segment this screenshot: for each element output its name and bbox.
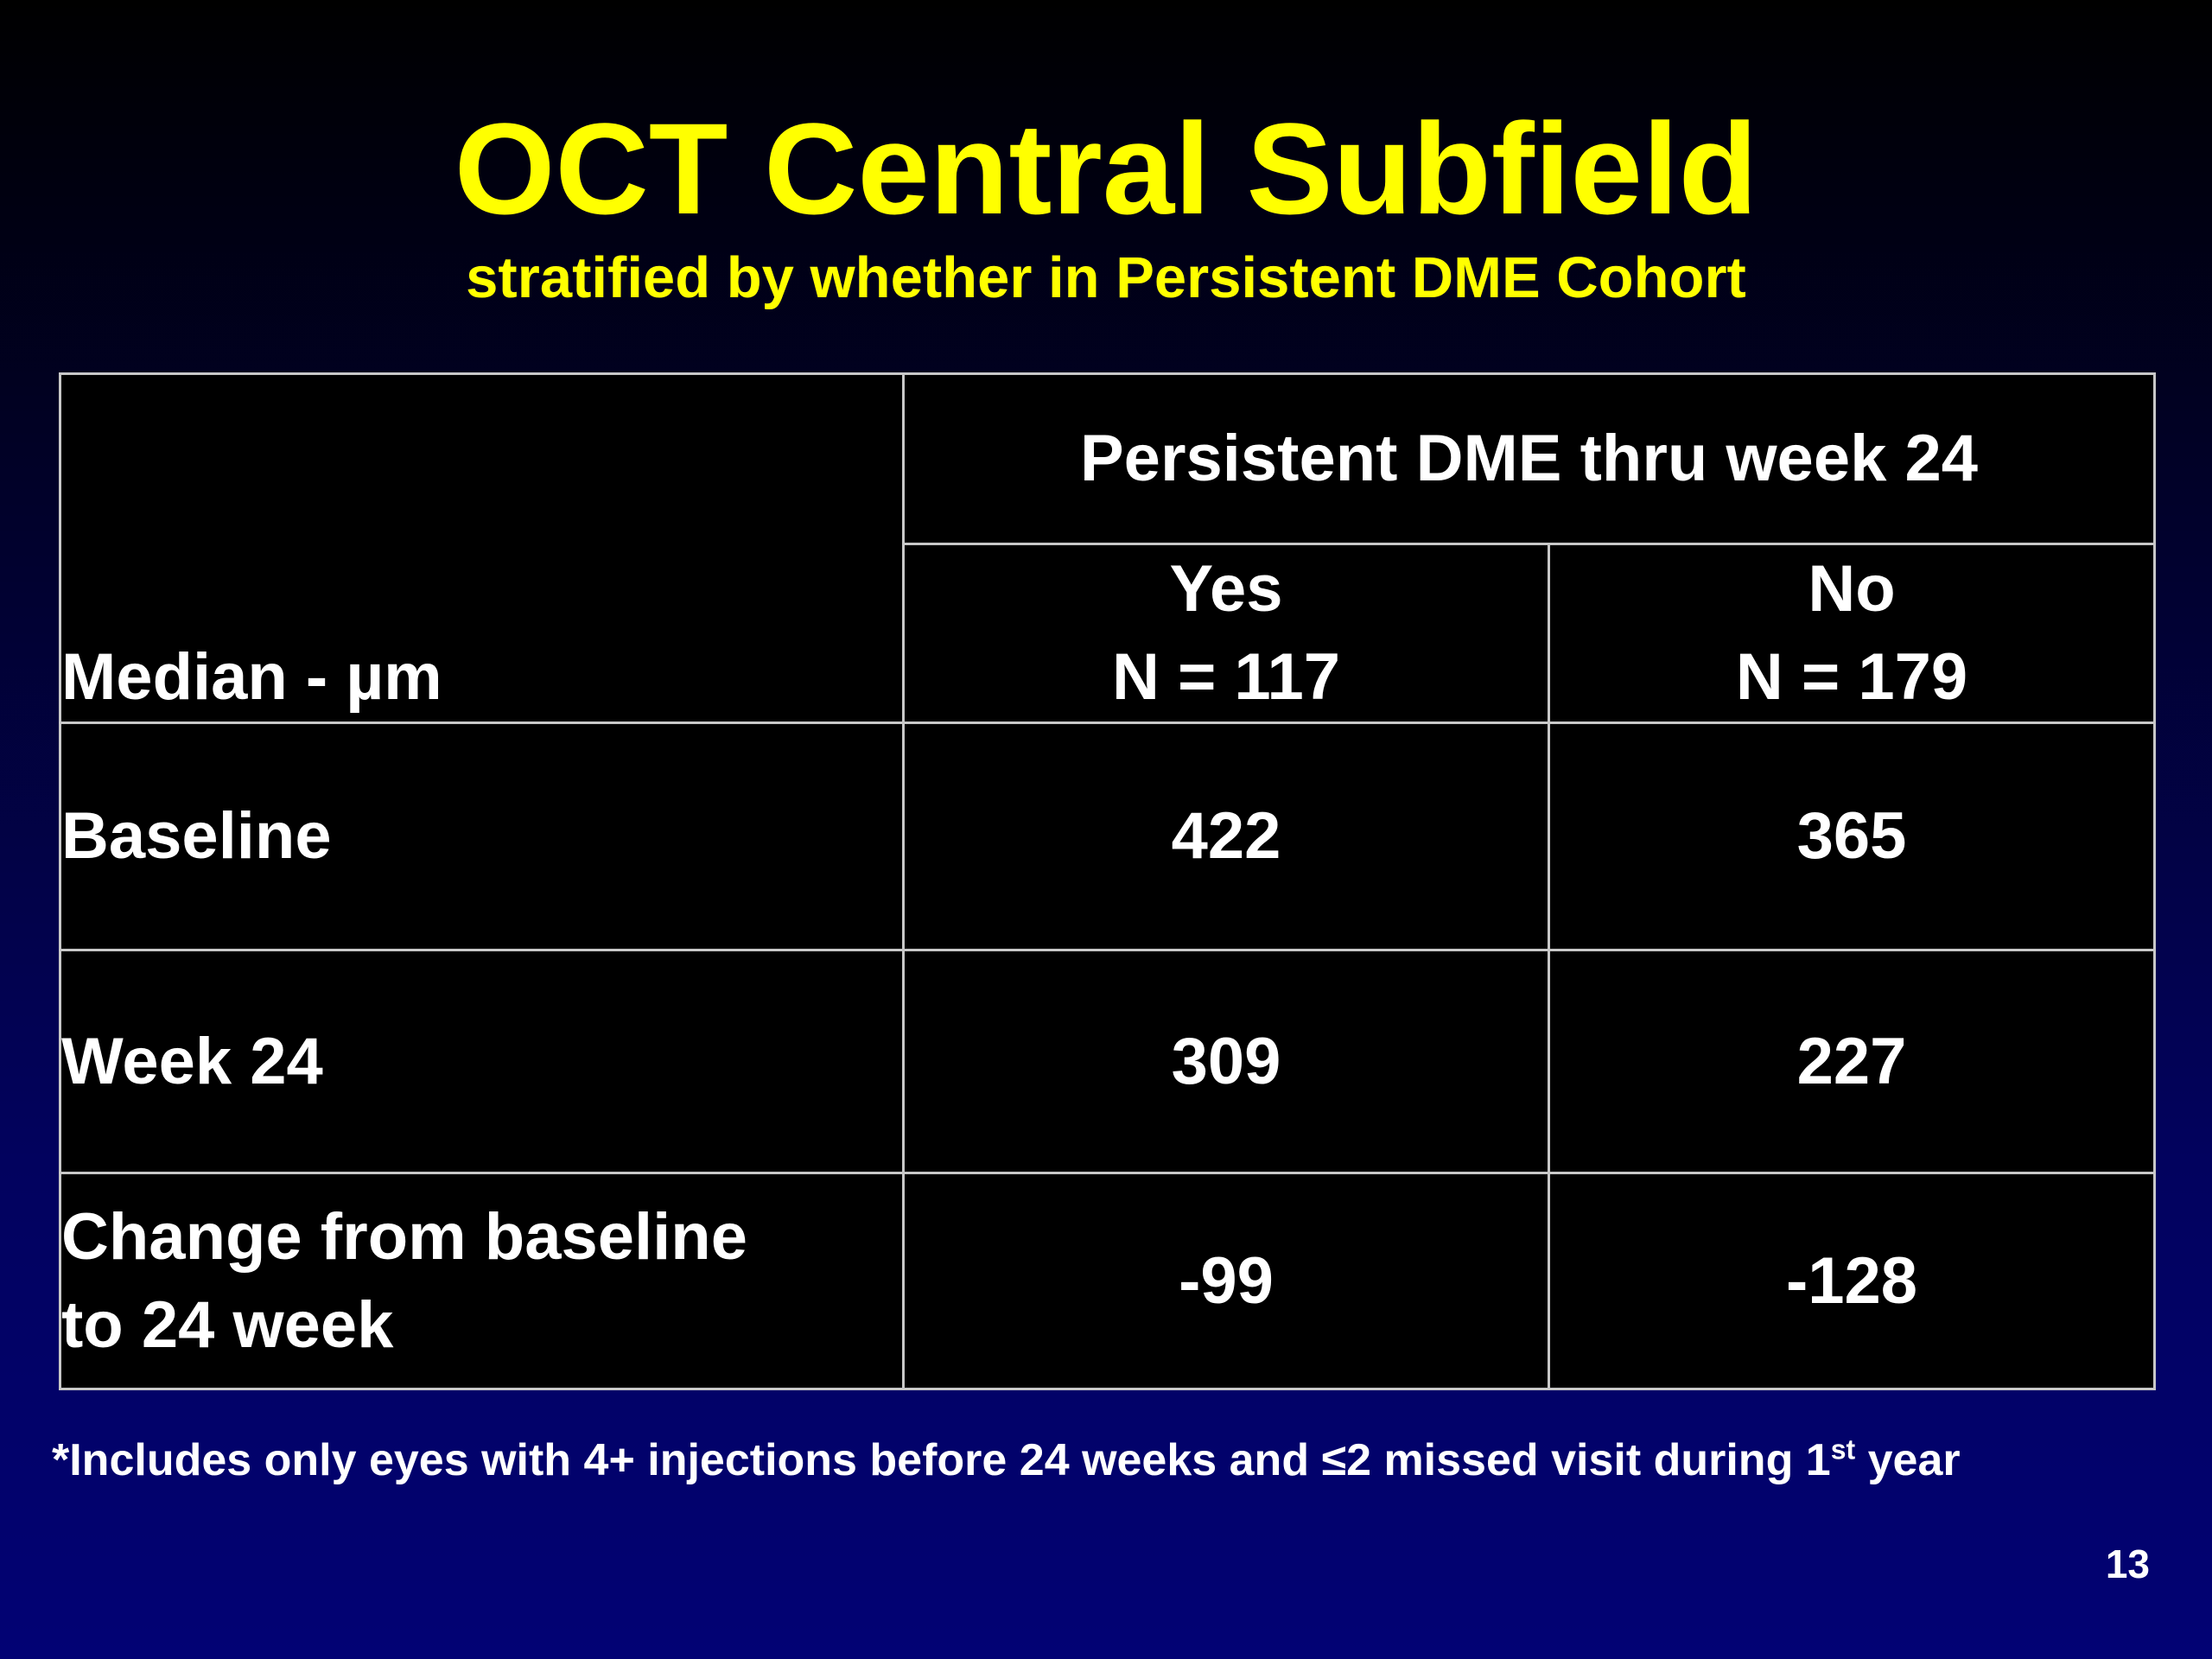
footnote: *Includes only eyes with 4+ injections b… [52,1426,2160,1495]
row-label-line: Change from baseline [61,1199,747,1274]
cell-change-yes: -99 [902,1172,1550,1390]
footnote-superscript: st [1830,1433,1856,1465]
column-header-no: No N = 179 [1548,543,2156,724]
stub-header-cell: Median - µm [59,372,905,724]
table-row: Change from baseline to 24 week -99 -128 [59,1172,2156,1390]
table-row: Week 24 309 227 [59,949,2156,1174]
slide-subtitle: stratified by whether in Persistent DME … [466,245,1746,310]
page-number: 13 [2105,1541,2150,1586]
column-n: N = 117 [1111,640,1341,714]
table-subheader-row: Yes N = 117 No N = 179 [60,543,2156,724]
column-n: N = 179 [1735,640,1968,714]
stub-header-label: Median - µm [61,640,442,714]
table-row: Baseline 422 365 [59,721,2156,951]
cell-change-no: -128 [1548,1172,2156,1390]
column-label: Yes [1169,552,1283,626]
cell-baseline-no: 365 [1548,721,2156,951]
slide-title: OCT Central Subfield [454,96,1758,241]
row-label-week-24: Week 24 [59,949,905,1174]
table-header-row: Median - µm Persistent DME thru week 24 [59,372,2156,724]
results-table: Median - µm Persistent DME thru week 24 … [59,372,2156,1390]
row-label-change: Change from baseline to 24 week [59,1172,905,1390]
row-label-line: to 24 week [61,1287,394,1362]
group-header-cell: Persistent DME thru week 24 [902,372,2156,545]
column-label: No [1808,552,1896,626]
row-label-baseline: Baseline [59,721,905,951]
column-header-yes: Yes N = 117 [902,543,1550,724]
footnote-text: *Includes only eyes with 4+ injections b… [52,1435,1831,1485]
cell-week24-no: 227 [1548,949,2156,1174]
cell-baseline-yes: 422 [902,721,1550,951]
cell-week24-yes: 309 [902,949,1550,1174]
group-header-label: Persistent DME thru week 24 [1079,422,1979,495]
footnote-text-end: year [1855,1435,1961,1485]
